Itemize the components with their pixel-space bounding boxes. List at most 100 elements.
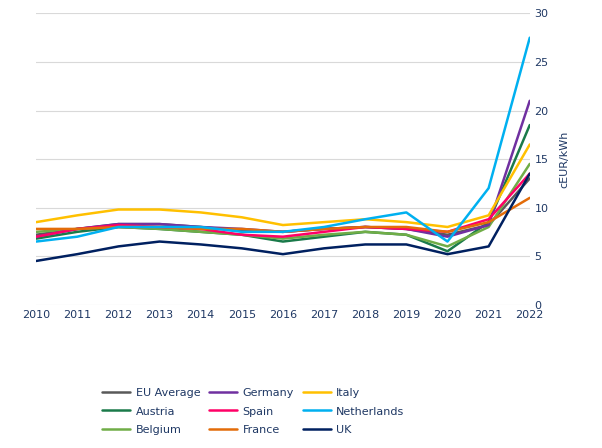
Spain	[362, 224, 369, 230]
UK	[485, 244, 492, 249]
Italy	[362, 216, 369, 222]
UK	[73, 251, 81, 257]
EU Average	[197, 224, 204, 230]
EU Average	[362, 224, 369, 230]
Italy	[485, 213, 492, 218]
Spain	[156, 224, 163, 230]
France	[238, 226, 246, 232]
UK	[526, 171, 533, 176]
Belgium	[526, 161, 533, 167]
UK	[444, 251, 451, 257]
Austria	[320, 234, 327, 239]
UK	[197, 242, 204, 247]
UK	[238, 246, 246, 251]
Line: UK: UK	[36, 173, 530, 261]
Spain	[279, 234, 287, 239]
Netherlands	[156, 224, 163, 230]
Spain	[403, 226, 410, 232]
Line: Germany: Germany	[36, 101, 530, 237]
Netherlands	[115, 224, 122, 230]
Belgium	[115, 224, 122, 230]
Netherlands	[197, 224, 204, 230]
Germany	[444, 234, 451, 239]
Netherlands	[444, 239, 451, 244]
Germany	[73, 226, 81, 232]
Germany	[115, 221, 122, 227]
Italy	[115, 207, 122, 212]
UK	[362, 242, 369, 247]
UK	[320, 246, 327, 251]
EU Average	[33, 232, 40, 237]
France	[33, 226, 40, 232]
Italy	[526, 142, 533, 147]
EU Average	[320, 226, 327, 232]
Austria	[197, 229, 204, 234]
France	[485, 220, 492, 225]
Spain	[115, 222, 122, 228]
Netherlands	[33, 239, 40, 244]
Germany	[238, 226, 246, 232]
Germany	[320, 226, 327, 232]
France	[156, 224, 163, 230]
Netherlands	[320, 224, 327, 230]
Italy	[444, 224, 451, 230]
Austria	[485, 220, 492, 225]
Belgium	[444, 244, 451, 249]
Netherlands	[526, 35, 533, 40]
UK	[279, 251, 287, 257]
France	[526, 195, 533, 201]
Netherlands	[279, 229, 287, 234]
Line: France: France	[36, 198, 530, 232]
Spain	[197, 226, 204, 232]
Germany	[197, 224, 204, 230]
Line: Italy: Italy	[36, 144, 530, 227]
Belgium	[403, 232, 410, 237]
France	[444, 229, 451, 234]
EU Average	[279, 229, 287, 234]
Germany	[526, 98, 533, 103]
France	[197, 226, 204, 232]
Belgium	[156, 226, 163, 232]
Spain	[444, 229, 451, 234]
Italy	[33, 220, 40, 225]
Belgium	[73, 226, 81, 232]
Netherlands	[238, 229, 246, 234]
Line: Spain: Spain	[36, 173, 530, 237]
Belgium	[320, 232, 327, 237]
Italy	[197, 210, 204, 215]
Germany	[33, 234, 40, 239]
UK	[156, 239, 163, 244]
UK	[33, 258, 40, 263]
Austria	[238, 232, 246, 237]
Belgium	[485, 224, 492, 230]
Belgium	[197, 229, 204, 234]
EU Average	[526, 176, 533, 181]
Austria	[403, 232, 410, 237]
Netherlands	[73, 234, 81, 239]
Italy	[320, 220, 327, 225]
Belgium	[362, 229, 369, 234]
EU Average	[115, 221, 122, 227]
Germany	[485, 222, 492, 228]
Spain	[526, 171, 533, 176]
EU Average	[238, 228, 246, 233]
France	[279, 229, 287, 234]
Spain	[320, 229, 327, 234]
Line: Belgium: Belgium	[36, 164, 530, 246]
France	[403, 224, 410, 230]
France	[73, 226, 81, 232]
Austria	[115, 224, 122, 230]
Germany	[362, 224, 369, 230]
Netherlands	[362, 216, 369, 222]
Spain	[73, 226, 81, 232]
Spain	[33, 234, 40, 239]
EU Average	[485, 222, 492, 228]
Austria	[444, 249, 451, 254]
UK	[403, 242, 410, 247]
Austria	[33, 236, 40, 241]
Italy	[403, 220, 410, 225]
UK	[115, 244, 122, 249]
Italy	[279, 222, 287, 228]
Spain	[238, 232, 246, 237]
Austria	[73, 229, 81, 234]
